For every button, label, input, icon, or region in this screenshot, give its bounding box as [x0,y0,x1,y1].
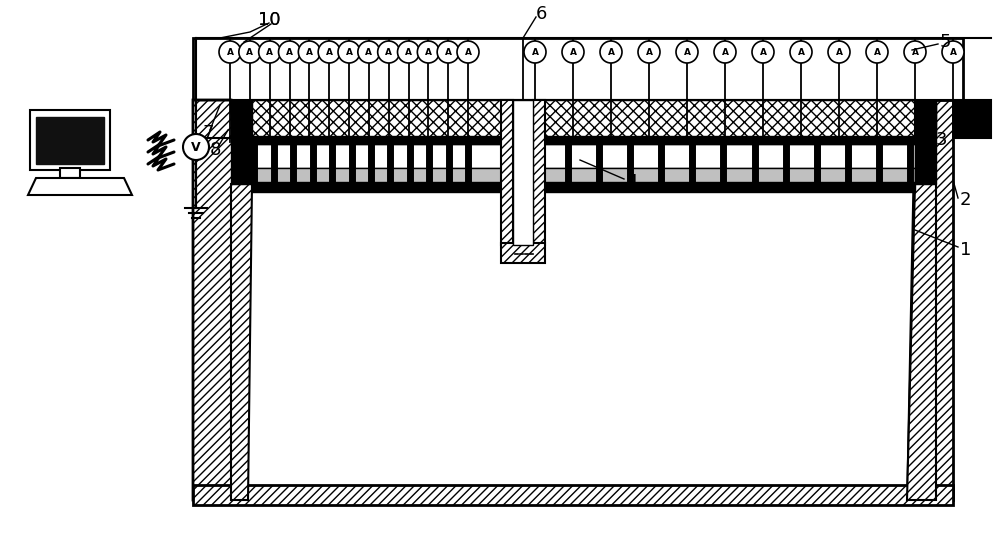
Text: 10: 10 [258,11,281,29]
Circle shape [398,41,420,63]
Text: A: A [797,48,804,57]
Circle shape [752,41,774,63]
Bar [915,100,936,138]
Bar [60,168,80,178]
Text: 2: 2 [960,191,971,209]
Text: A: A [306,48,313,57]
Polygon shape [28,178,132,195]
Circle shape [417,41,439,63]
Text: A: A [722,48,728,57]
Circle shape [278,41,301,63]
Text: 1: 1 [960,241,971,259]
Bar [252,168,915,184]
Bar [513,100,533,245]
Bar [193,485,953,505]
Text: A: A [246,48,253,57]
Text: A: A [464,48,472,57]
Bar [915,100,936,184]
Text: 8: 8 [210,141,221,159]
Bar [193,100,991,138]
Polygon shape [193,100,248,500]
Circle shape [790,41,812,63]
Bar [36,117,104,164]
Text: A: A [608,48,614,57]
Circle shape [828,41,850,63]
Text: A: A [405,48,412,57]
Text: A: A [874,48,880,57]
Circle shape [562,41,584,63]
Circle shape [298,41,320,63]
Circle shape [866,41,888,63]
Polygon shape [907,184,936,500]
Circle shape [318,41,340,63]
Bar [252,136,915,144]
Text: A: A [326,48,333,57]
Text: 3: 3 [936,131,947,149]
Text: A: A [286,48,293,57]
Circle shape [378,41,400,63]
Circle shape [942,41,964,63]
Circle shape [183,134,209,160]
Text: A: A [911,48,918,57]
Bar [501,243,545,263]
Text: A: A [570,48,576,57]
Circle shape [219,41,241,63]
Circle shape [259,41,281,63]
Bar [231,100,252,184]
Circle shape [600,41,622,63]
Text: A: A [445,48,452,57]
Text: 7: 7 [202,124,214,142]
Bar [30,110,110,170]
Text: 5: 5 [940,33,951,51]
Text: A: A [949,48,956,57]
Circle shape [338,41,360,63]
Text: A: A [532,48,538,57]
Circle shape [904,41,926,63]
Text: A: A [646,48,652,57]
Bar [252,182,915,192]
Text: A: A [835,48,842,57]
Bar [193,38,963,100]
Polygon shape [231,184,252,500]
Bar [533,100,545,245]
Text: A: A [760,48,767,57]
Bar [231,100,252,138]
Text: 4: 4 [626,173,638,191]
Text: 10: 10 [258,11,281,29]
Text: A: A [266,48,273,57]
Circle shape [638,41,660,63]
Bar [252,100,915,138]
Circle shape [457,41,479,63]
Text: A: A [227,48,234,57]
Bar [252,144,915,168]
Circle shape [524,41,546,63]
Text: 6: 6 [536,5,547,23]
Text: A: A [346,48,353,57]
Text: A: A [365,48,372,57]
Circle shape [358,41,380,63]
Bar [501,100,513,245]
Text: A: A [385,48,392,57]
Circle shape [676,41,698,63]
Text: A: A [684,48,690,57]
Circle shape [437,41,459,63]
Circle shape [714,41,736,63]
Text: V: V [191,141,201,153]
Bar [252,184,915,500]
Text: A: A [425,48,432,57]
Polygon shape [907,100,953,500]
Circle shape [239,41,261,63]
